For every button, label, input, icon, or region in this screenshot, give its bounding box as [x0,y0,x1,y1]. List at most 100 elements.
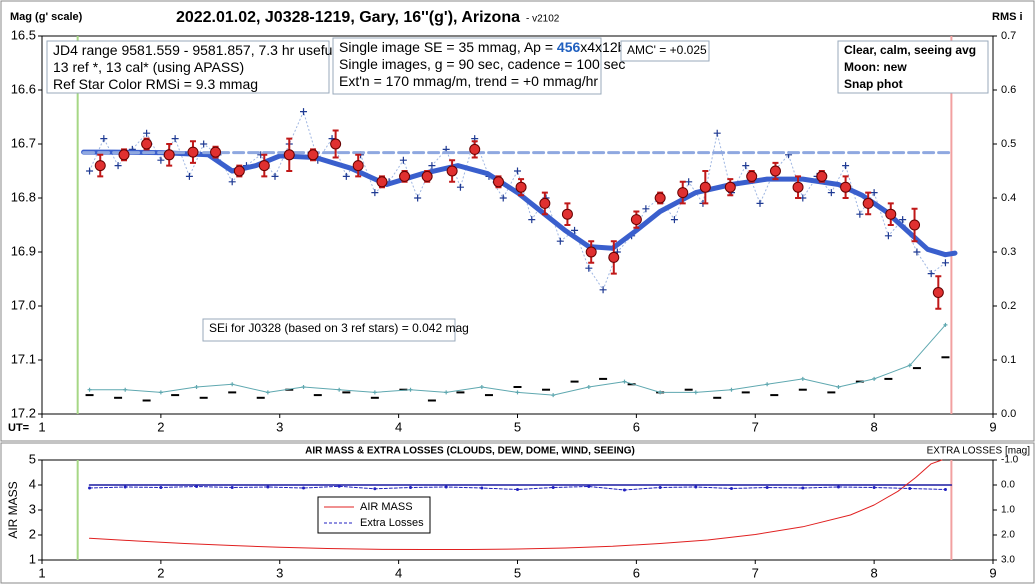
binned-point [677,187,689,199]
data-point [300,108,308,116]
binned-point [539,197,551,209]
y-axis-label: Mag (g' scale) [10,11,83,23]
binned-point [421,170,433,182]
data-point [884,232,892,240]
binned-point [654,192,666,204]
y-tick-label: 16.5 [11,27,36,42]
binned-point [141,138,153,150]
binned-point [492,176,504,188]
data-point [729,387,734,392]
data-point [87,387,92,392]
y-axis-label: AIR MASS [6,481,20,538]
binned-point [163,149,175,161]
series-line [81,149,958,258]
binned-point [816,170,828,182]
x-tick-label: 2 [157,419,164,434]
y-tick-label: 17.2 [11,405,36,420]
annotation-part: SEi for J0328 (based on 3 ref stars) = 0… [209,321,469,335]
binned-point [746,170,758,182]
data-point [899,216,907,224]
binned-point [840,181,852,193]
data-point [171,135,179,143]
annotation-text: Ext'n = 170 mmag/m, trend = +0 mmag/hr [339,73,598,89]
data-point [571,226,579,234]
binned-point [233,165,245,177]
data-point [685,178,693,186]
data-point [516,488,519,491]
y-tick-label: 2 [29,526,36,541]
x-tick-label: 9 [989,565,996,580]
data-point [88,486,92,490]
annotation-text: Ref Star Color RMSi = 9.3 mmag [53,76,258,92]
binned-point [724,181,736,193]
binned-point [94,160,106,172]
data-point [195,485,199,488]
top-panel-frame [0,0,1035,442]
data-point [428,162,436,170]
data-point [444,485,448,489]
data-point [409,486,413,489]
data-point [228,178,236,186]
y-tick-label: 16.8 [11,189,36,204]
binned-point [187,146,199,158]
data-point [158,390,163,395]
data-point [271,172,279,180]
y2-tick-label: 0.7 [1001,30,1016,42]
x-axis-label: UT= [8,422,29,434]
data-point [230,382,235,387]
data-point [836,385,841,389]
data-point [742,162,750,170]
y2-tick-label: 0.1 [1001,354,1016,366]
connector-line [89,110,946,291]
data-point [499,194,507,202]
data-point [622,488,626,492]
x-tick-label: 7 [752,565,759,580]
binned-point [630,214,642,226]
x-tick-label: 4 [395,419,402,434]
annotation-part: Ext'n = 170 mmag/m, trend = +0 mmag/hr [339,73,598,89]
data-point [827,189,835,197]
data-point [872,486,876,489]
data-point [842,162,850,170]
data-point [479,385,484,389]
binned-point [862,197,874,209]
x-tick-label: 1 [38,419,45,434]
legend-label: AIR MASS [360,501,413,513]
y-tick-label: 17.1 [11,351,36,366]
bottom-panel-frame [0,442,1035,584]
x-tick-label: 6 [633,419,640,434]
x-tick-label: 7 [752,419,759,434]
data-point [693,390,698,395]
x-tick-label: 5 [514,565,521,580]
x-tick-label: 8 [871,419,878,434]
data-point [302,486,306,490]
data-point [456,183,464,191]
annotation-text: AMC' = +0.025 [627,43,707,57]
data-point [551,393,556,398]
x-tick-label: 5 [514,419,521,434]
data-point [123,387,128,392]
data-point [670,216,678,224]
x-tick-label: 4 [395,565,402,580]
data-point [159,486,163,489]
data-point [301,385,306,389]
binned-point [399,170,411,182]
y2-tick-label: 2.0 [1001,530,1015,541]
annotation-part: Moon: new [844,60,907,74]
plot-area [41,459,994,561]
binned-point [585,246,597,258]
annotation-text: Clear, calm, seeing avg [844,43,976,57]
data-point [143,129,151,137]
y-tick-label: 16.6 [11,81,36,96]
legend-label: Extra Losses [360,517,424,529]
data-point [185,172,193,180]
binned-point [909,219,921,231]
data-point [943,488,947,491]
data-point [913,248,921,256]
y2-tick-label: 0.5 [1001,138,1016,150]
data-point [200,140,208,148]
data-point [371,189,379,197]
annotation-part: Snap phot [844,77,903,91]
binned-point [469,143,481,155]
bottom-title: AIR MASS & EXTRA LOSSES (CLOUDS, DEW, DO… [305,446,635,457]
